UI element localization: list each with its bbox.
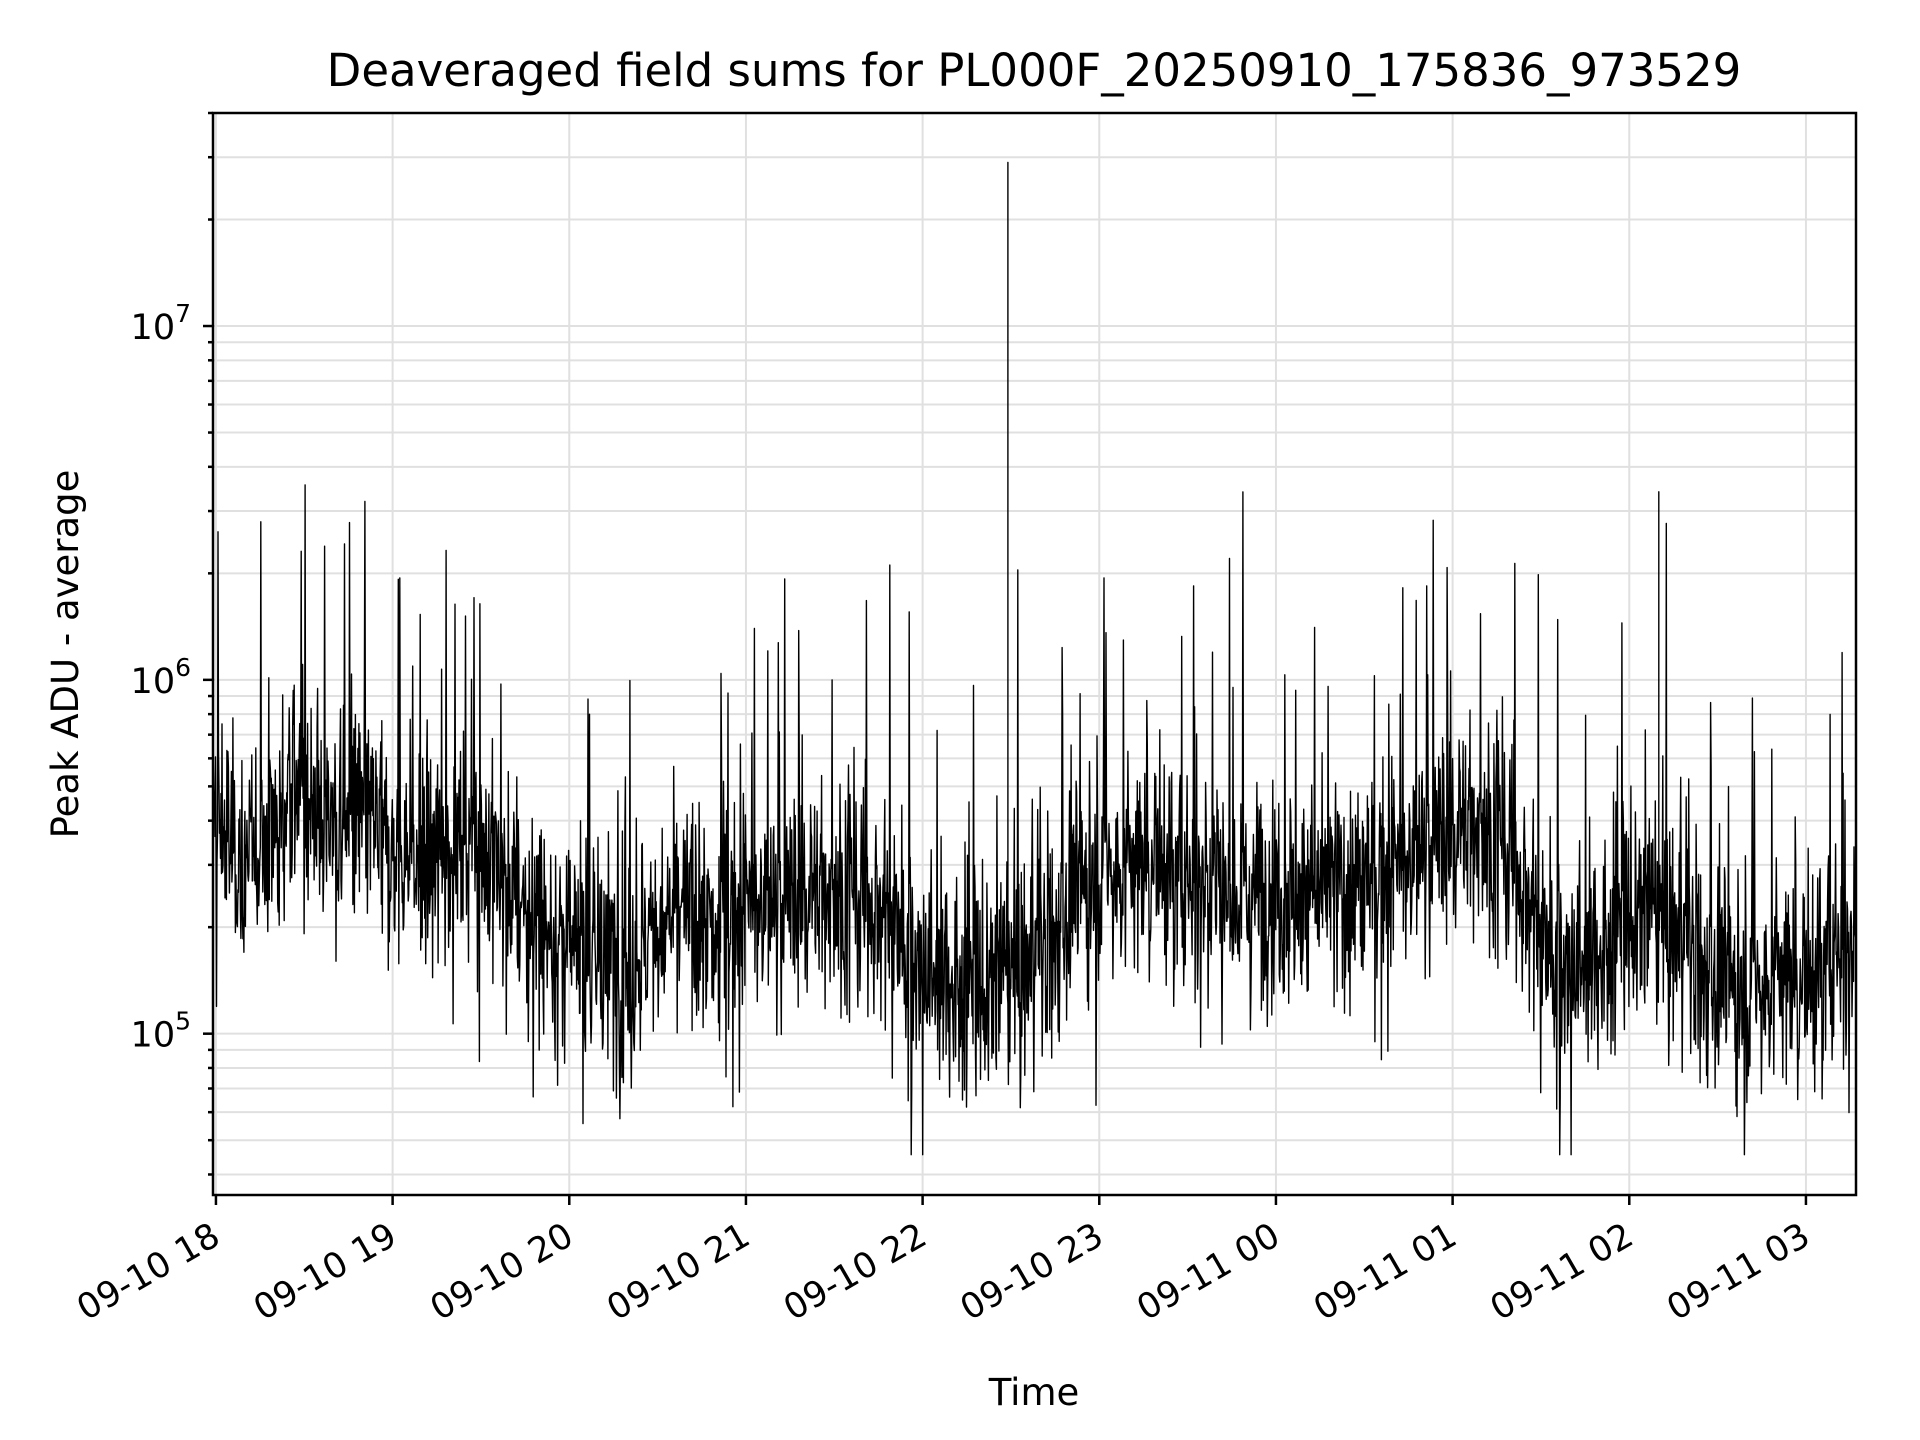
y-axis-label: Peak ADU - average xyxy=(44,470,87,839)
x-tick-label: 09-11 01 xyxy=(1307,1216,1463,1329)
x-tick-label: 09-10 22 xyxy=(777,1216,933,1329)
x-tick-label: 09-10 20 xyxy=(424,1216,580,1329)
ticks-layer: 09-10 18 09-10 19 09-10 20 09-10 21 09-10 22… xyxy=(71,111,1817,1329)
x-tick-label: 09-11 00 xyxy=(1131,1216,1287,1329)
x-tick-label: 09-11 02 xyxy=(1484,1216,1640,1329)
x-tick-label: 09-10 23 xyxy=(954,1216,1110,1329)
y-tick-label: 106 xyxy=(131,653,191,702)
x-tick-label: 09-10 21 xyxy=(601,1216,757,1329)
y-tick-label: 107 xyxy=(131,299,191,348)
x-axis-label: Time xyxy=(988,1371,1080,1414)
x-tick-label: 09-10 19 xyxy=(247,1216,403,1329)
chart-title: Deaveraged field sums for PL000F_2025091… xyxy=(327,44,1742,97)
x-tick-label: 09-10 18 xyxy=(71,1216,227,1329)
x-tick-label: 09-11 03 xyxy=(1661,1216,1817,1329)
series-line xyxy=(212,161,1857,1156)
y-tick-label: 105 xyxy=(131,1007,191,1056)
plot-frame xyxy=(211,111,1858,1197)
